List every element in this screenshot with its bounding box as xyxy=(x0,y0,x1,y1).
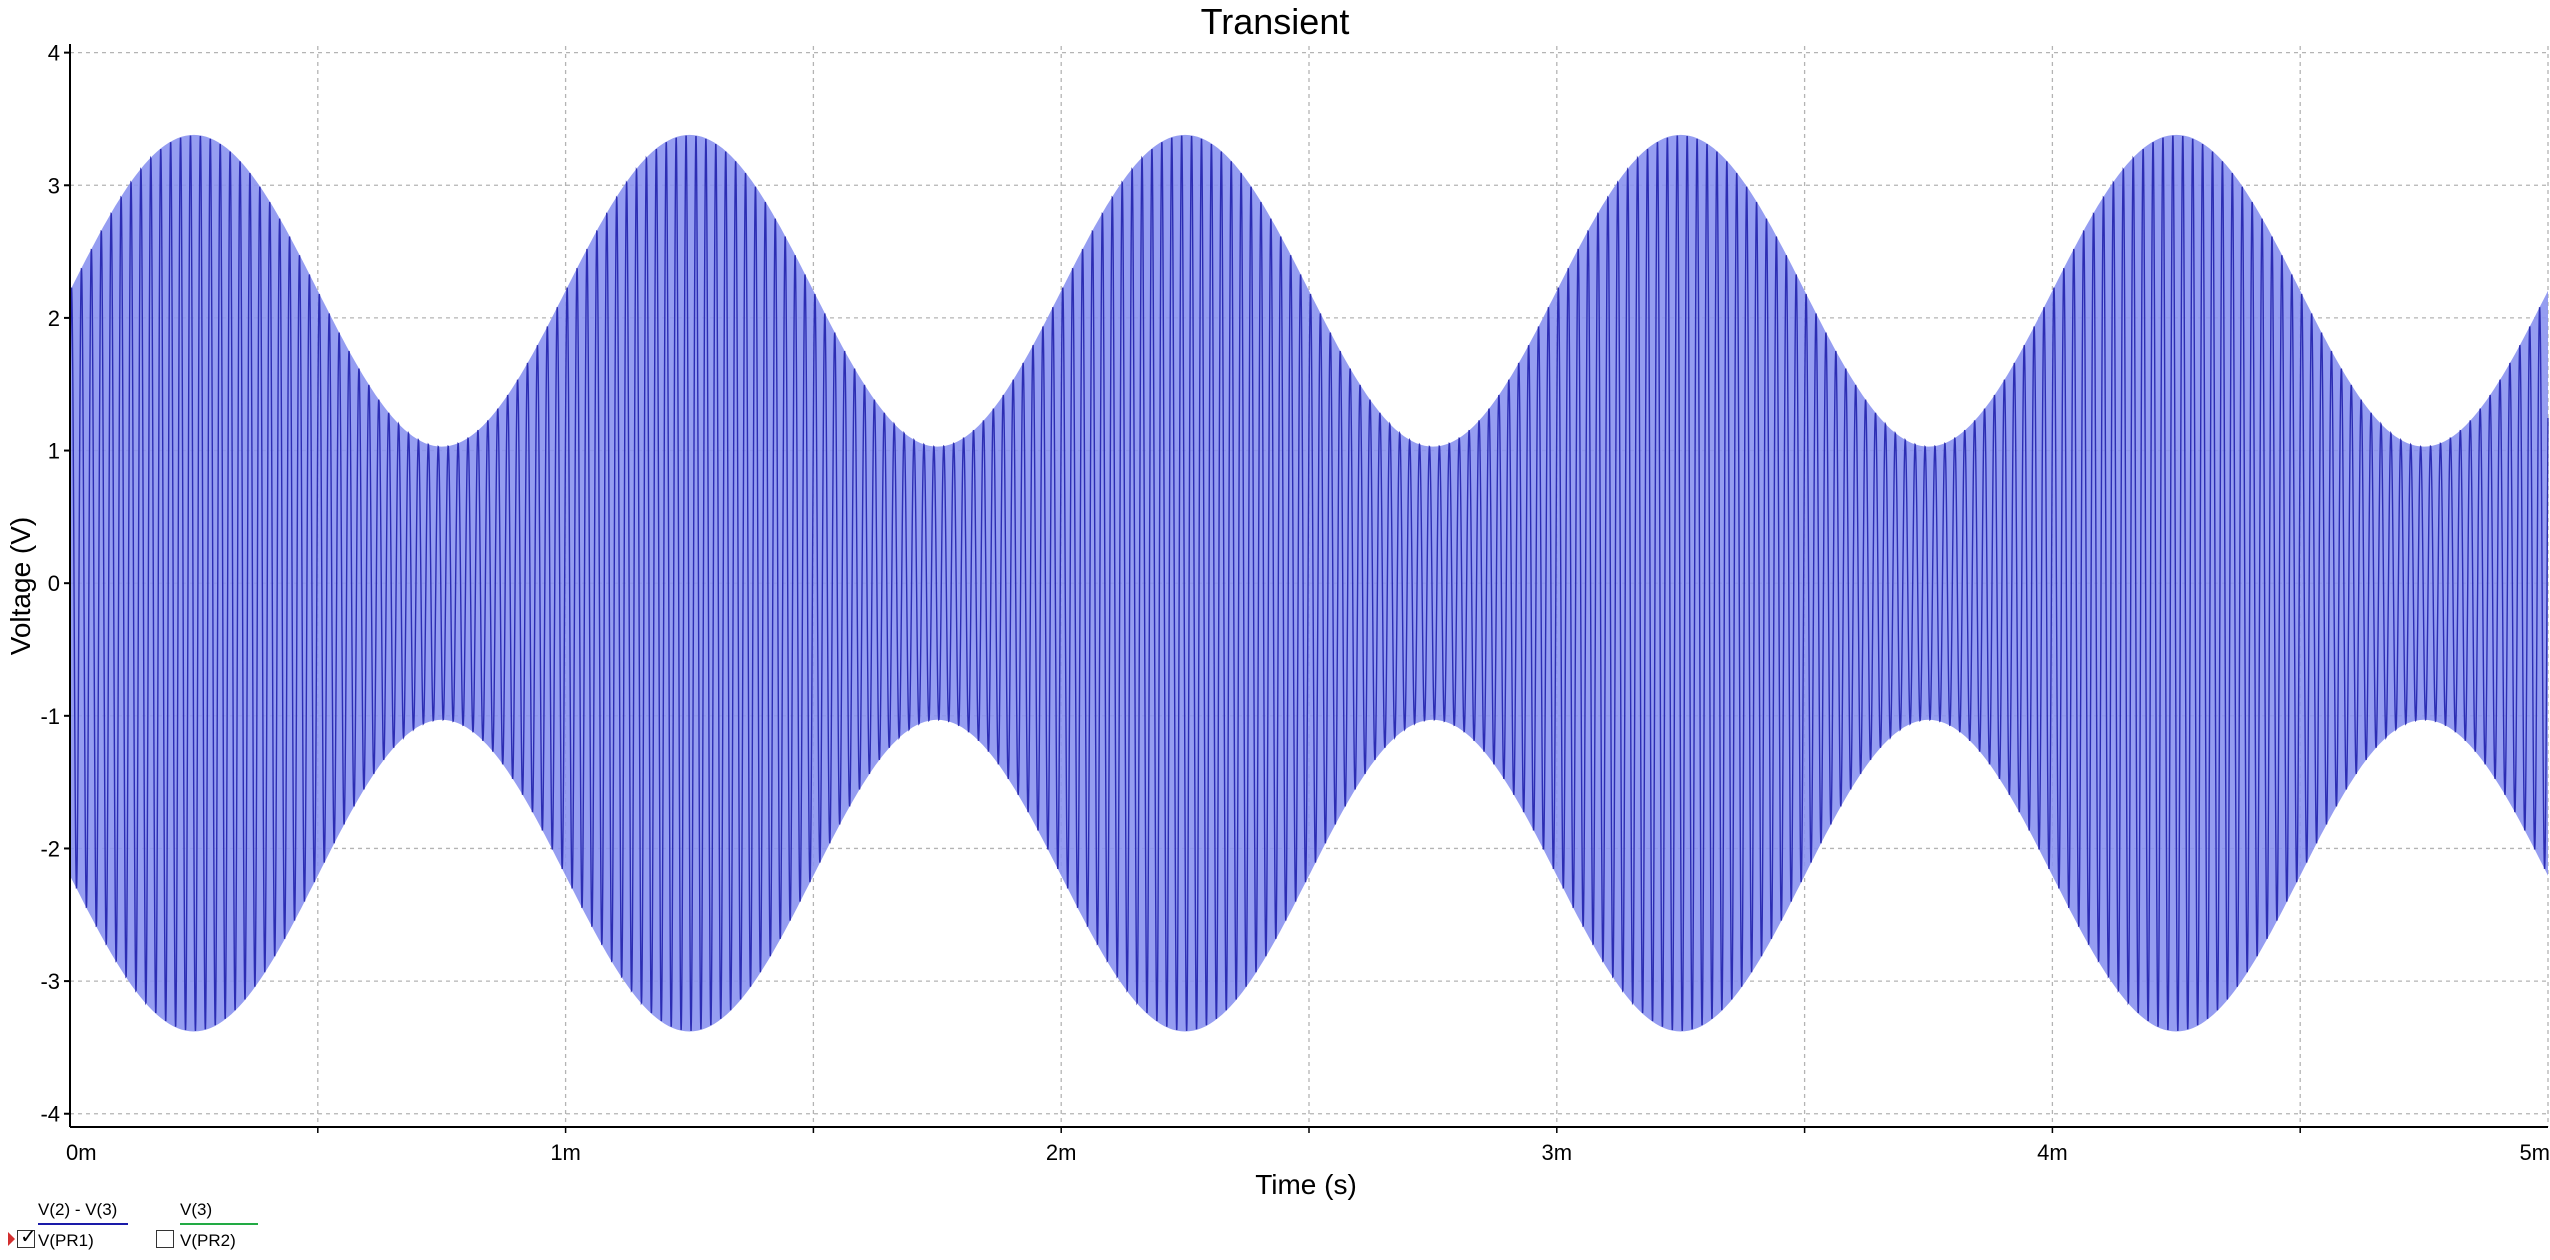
selected-marker-icon xyxy=(8,1232,15,1246)
legend-line-pr1 xyxy=(38,1223,128,1225)
y-tick-label: 2 xyxy=(48,306,60,331)
y-tick-label: -4 xyxy=(40,1102,60,1127)
x-tick-label: 2m xyxy=(1046,1140,1077,1165)
y-tick-label: -2 xyxy=(40,836,60,861)
y-axis-title: Voltage (V) xyxy=(5,517,36,656)
y-tick-label: -3 xyxy=(40,969,60,994)
x-tick-labels: 0m 1m 2m 3m 4m 5m xyxy=(66,1127,2550,1165)
x-tick-label: 3m xyxy=(1542,1140,1573,1165)
x-tick-label: 4m xyxy=(2037,1140,2068,1165)
y-tick-label: 0 xyxy=(48,571,60,596)
x-tick-label: 1m xyxy=(550,1140,581,1165)
legend-expression: V(2) - V(3) xyxy=(38,1200,118,1219)
legend-expression: V(3) xyxy=(180,1200,213,1219)
y-tick-label: 1 xyxy=(48,439,60,464)
legend-line-pr2 xyxy=(180,1223,258,1225)
legend-name: V(PR1) xyxy=(38,1231,94,1250)
legend: V(2) - V(3) ✓ V(PR1) V(3) V(PR2) xyxy=(8,1200,308,1258)
chart-title: Transient xyxy=(1201,1,1350,42)
x-axis-title: Time (s) xyxy=(1255,1169,1357,1200)
y-tick-label: 4 xyxy=(48,41,60,66)
x-tick-label: 0m xyxy=(66,1140,97,1165)
waveform-v-pr1 xyxy=(69,134,2549,1032)
legend-checkbox-pr1[interactable]: ✓ xyxy=(17,1226,37,1248)
y-tick-labels: 4 3 2 1 0 -1 -2 -3 -4 xyxy=(40,41,70,1127)
y-tick-label: 3 xyxy=(48,173,60,198)
y-tick-label: -1 xyxy=(40,704,60,729)
legend-checkbox-pr2[interactable] xyxy=(156,1230,174,1248)
x-tick-label: 5m xyxy=(2519,1140,2550,1165)
checkmark-icon: ✓ xyxy=(20,1226,37,1248)
legend-name: V(PR2) xyxy=(180,1231,236,1250)
series-line-v-pr1- xyxy=(69,135,2549,1032)
